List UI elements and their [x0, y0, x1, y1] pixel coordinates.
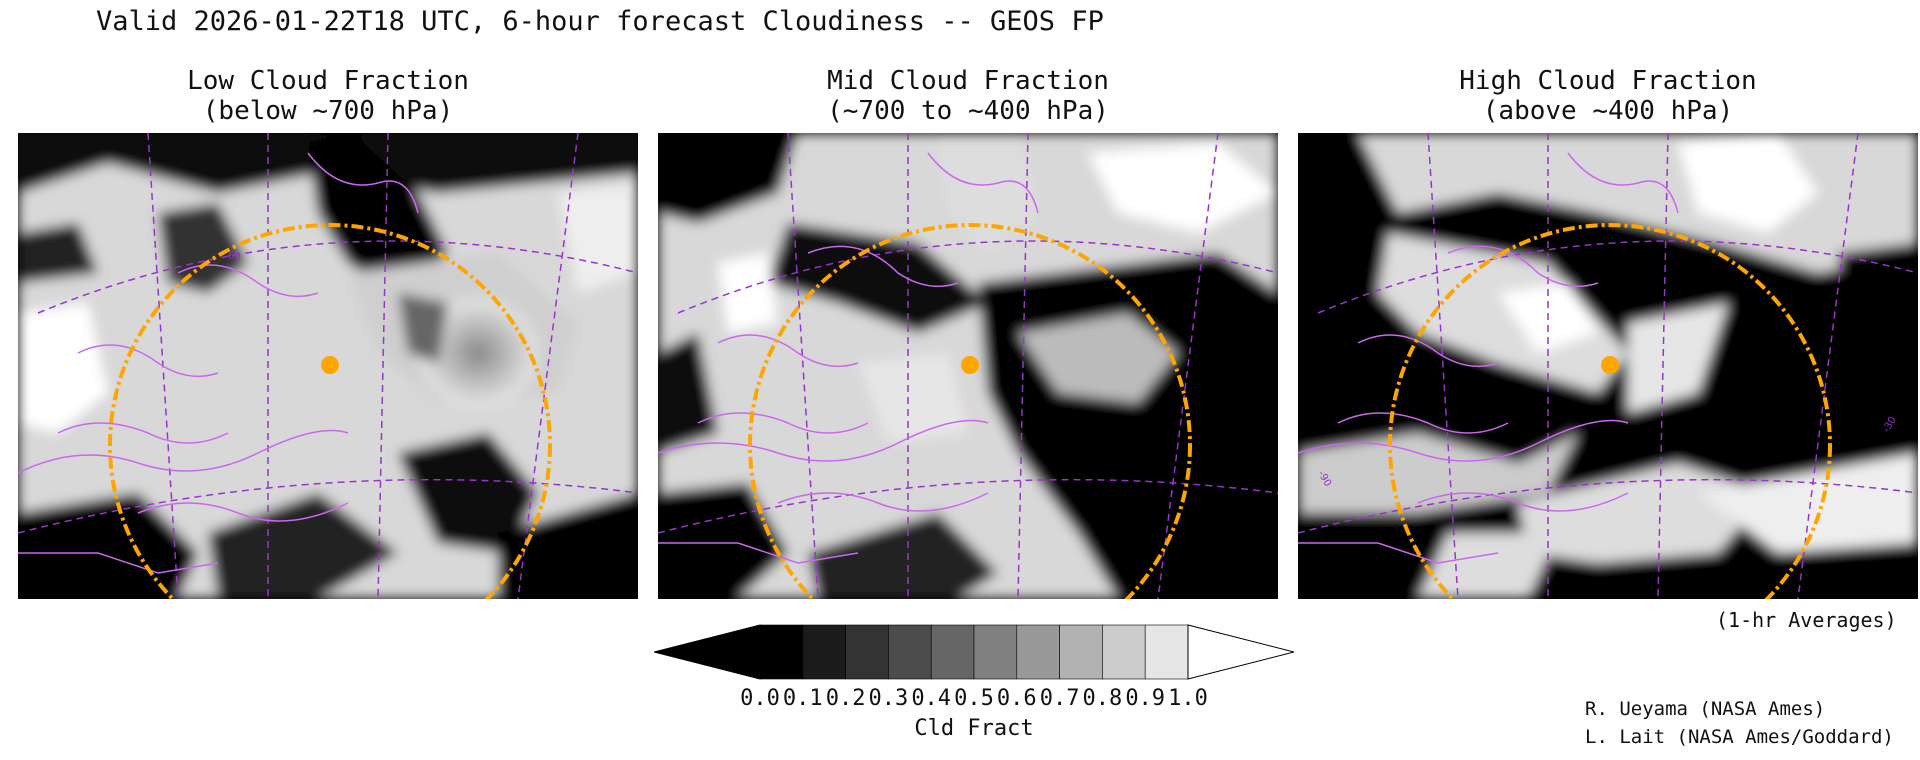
- colorbar-tick-label: 0.5: [954, 686, 994, 711]
- panel-title-mid-line2: (~700 to ~400 hPa): [827, 96, 1109, 126]
- map-low-cloud: 60: [18, 133, 638, 599]
- panel-title-mid: Mid Cloud Fraction (~700 to ~400 hPa): [658, 66, 1278, 126]
- colorbar-segment: [1059, 624, 1103, 680]
- figure-title: Valid 2026-01-22T18 UTC, 6-hour forecast…: [96, 6, 1104, 37]
- grid-lines-high: [1298, 133, 1918, 599]
- colorbar-tick-label: 0.2: [825, 686, 866, 711]
- colorbar-segment: [973, 624, 1018, 680]
- panel-title-high-line2: (above ~400 hPa): [1482, 96, 1734, 126]
- colorbar-tick-label: 0.0: [740, 686, 780, 711]
- grid-lines-mid: [658, 133, 1278, 599]
- colorbar-tick-label: 0.8: [1082, 686, 1123, 711]
- site-marker-high: [1601, 356, 1619, 374]
- colorbar-segment: [888, 624, 932, 680]
- colorbar-segment: [930, 624, 975, 680]
- colorbar-over-arrow: [1187, 624, 1294, 680]
- colorbar-tick-label: 0.9: [1125, 686, 1166, 711]
- colorbar-tick-label: 0.6: [996, 686, 1037, 711]
- map-mid-cloud: [658, 133, 1278, 599]
- panel-title-low-line2: (below ~700 hPa): [202, 96, 454, 126]
- panel-title-low: Low Cloud Fraction (below ~700 hPa): [18, 66, 638, 126]
- panel-title-high: High Cloud Fraction (above ~400 hPa): [1298, 66, 1918, 126]
- site-marker-low: [321, 356, 339, 374]
- credit-line-1: R. Ueyama (NASA Ames): [1585, 698, 1826, 720]
- lat-label-low: 60: [228, 251, 241, 262]
- colorbar-tick-label: 1.0: [1168, 686, 1208, 711]
- range-ring-mid: [748, 223, 1192, 599]
- range-ring-high: [1388, 223, 1832, 599]
- range-ring-low: [108, 223, 552, 599]
- credit-line-2: L. Lait (NASA Ames/Goddard): [1585, 726, 1894, 748]
- colorbar-segment: [1144, 624, 1189, 680]
- colorbar-tick-label: 0.4: [911, 686, 952, 711]
- colorbar-segment: [1102, 624, 1146, 680]
- colorbar-label: Cld Fract: [914, 716, 1034, 741]
- panel-title-low-line1: Low Cloud Fraction: [187, 66, 469, 96]
- colorbar-under-arrow: [654, 624, 761, 680]
- panel-title-high-line1: High Cloud Fraction: [1459, 66, 1757, 96]
- averages-note: (1-hr Averages): [1716, 608, 1897, 632]
- cloud-field-low: [18, 133, 638, 599]
- colorbar: [654, 624, 1294, 680]
- colorbar-tick-label: 0.7: [1039, 686, 1080, 711]
- coastlines-mid: [658, 152, 1039, 564]
- map-high-cloud: -30 -90: [1298, 133, 1918, 599]
- colorbar-tick-label: 0.3: [868, 686, 909, 711]
- cloud-field-mid: [658, 133, 1278, 599]
- colorbar-segment: [845, 624, 889, 680]
- site-marker-mid: [961, 356, 979, 374]
- colorbar-segment: [802, 624, 846, 680]
- panel-title-mid-line1: Mid Cloud Fraction: [827, 66, 1109, 96]
- coastlines-high: [1298, 152, 1679, 564]
- colorbar-tick-label: 0.1: [782, 686, 823, 711]
- colorbar-segment: [1016, 624, 1060, 680]
- colorbar-segment: [759, 624, 804, 680]
